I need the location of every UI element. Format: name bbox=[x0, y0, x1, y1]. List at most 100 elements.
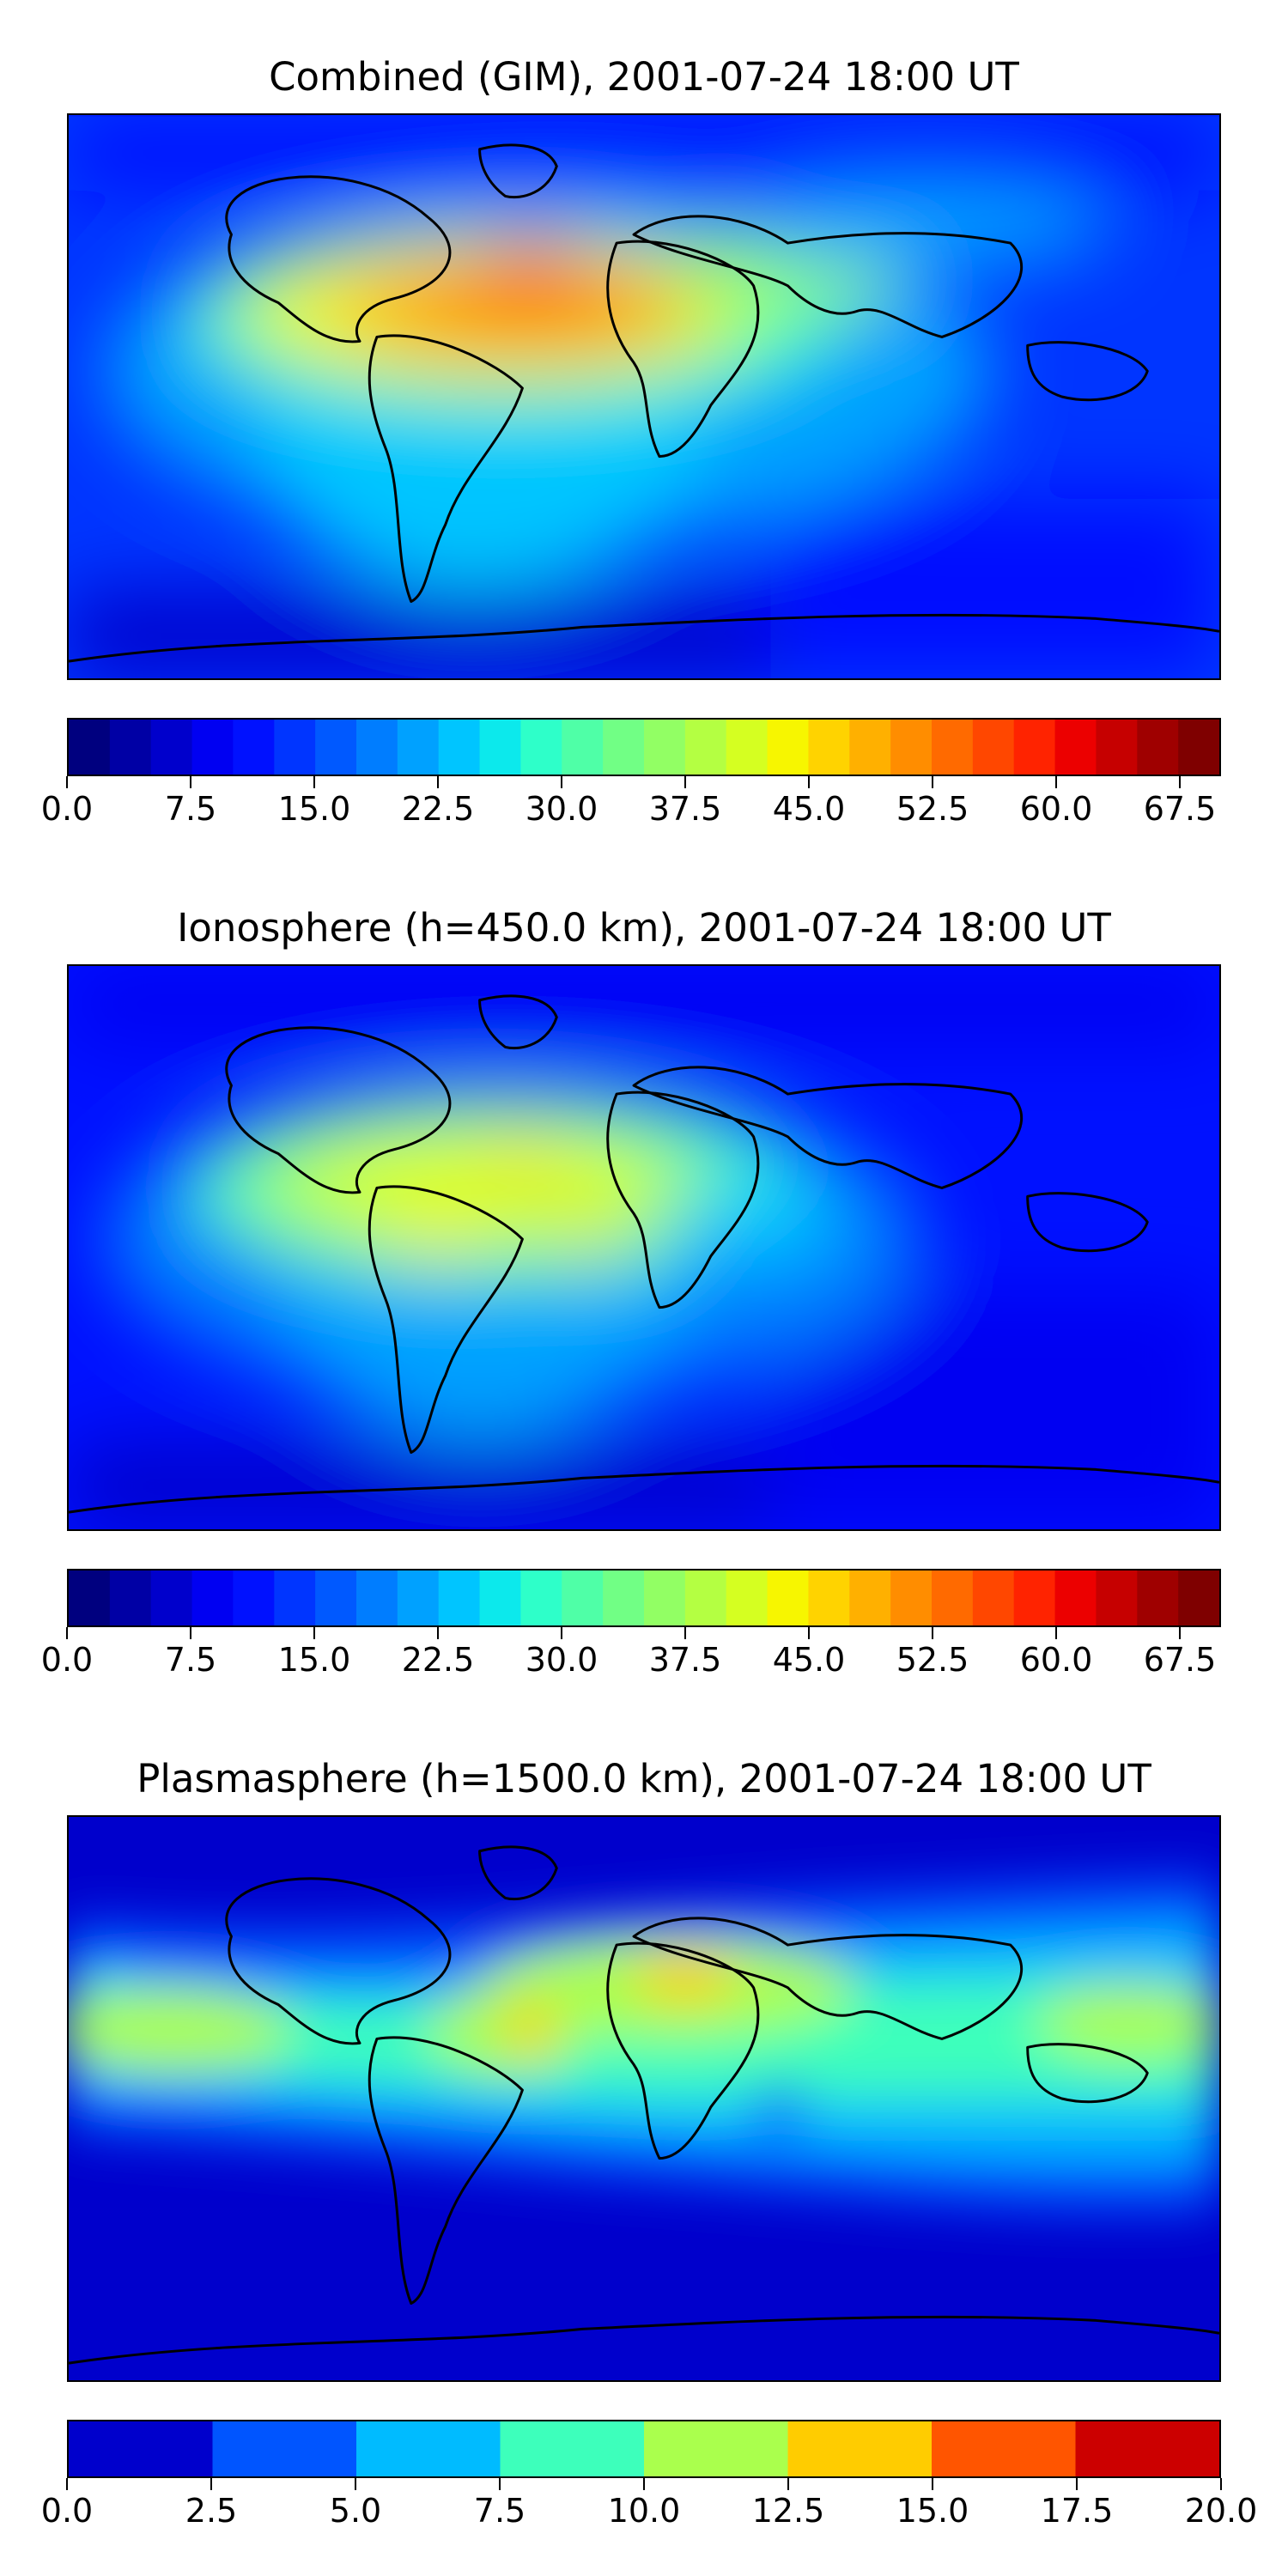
colorbar-tick-mark bbox=[190, 1627, 191, 1639]
colorbar-plasmasphere bbox=[67, 2420, 1221, 2478]
colorbar-tick-label: 0.0 bbox=[40, 1641, 94, 1679]
colorbar-swatch bbox=[1013, 1571, 1056, 1625]
colorbar-swatch bbox=[562, 720, 604, 775]
colorbar-swatch bbox=[315, 1571, 357, 1625]
colorbar-tick-label: 37.5 bbox=[648, 1641, 722, 1679]
colorbar-swatch bbox=[1178, 1571, 1219, 1625]
colorbar-tick-label: 37.5 bbox=[648, 790, 722, 828]
colorbar-tick-mark bbox=[932, 776, 933, 788]
colorbar-swatch bbox=[932, 1571, 974, 1625]
colorbar-ticks-ionosphere: 0.0 7.5 15.0 22.5 30.0 37.5 45.0 52.5 60.0 67.5 bbox=[41, 1627, 1221, 1679]
colorbar-tick-mark bbox=[808, 1627, 810, 1639]
colorbar-tick-label: 5.0 bbox=[329, 2492, 382, 2530]
colorbar-tick-label: 15.0 bbox=[277, 790, 351, 828]
colorbar-tick-mark bbox=[66, 2478, 68, 2490]
colorbar-swatch bbox=[397, 720, 440, 775]
colorbar-swatch bbox=[109, 1571, 152, 1625]
colorbar-swatch bbox=[726, 720, 769, 775]
colorbar-tick-mark bbox=[1179, 1627, 1181, 1639]
colorbar-swatch bbox=[479, 1571, 522, 1625]
colorbar-swatch bbox=[1075, 2421, 1219, 2476]
map-plasmasphere[interactable] bbox=[67, 1815, 1221, 2382]
colorbar-tick-mark bbox=[355, 2478, 356, 2490]
colorbar-swatch bbox=[315, 720, 357, 775]
colorbar-tick-mark bbox=[808, 776, 810, 788]
colorbar-tick-label: 2.5 bbox=[185, 2492, 238, 2530]
colorbar-swatch bbox=[684, 1571, 727, 1625]
colorbar-swatch bbox=[890, 1571, 933, 1625]
colorbar-swatch bbox=[1137, 720, 1179, 775]
colorbar-tick-mark bbox=[1179, 776, 1181, 788]
colorbar-swatch bbox=[233, 720, 275, 775]
colorbar-tick-label: 52.5 bbox=[896, 790, 969, 828]
colorbar-tick-mark bbox=[787, 2478, 789, 2490]
colorbar-swatch bbox=[644, 2421, 789, 2476]
colorbar-swatch bbox=[787, 2421, 933, 2476]
colorbar-tick-label: 60.0 bbox=[1019, 790, 1093, 828]
colorbar-tick-label: 15.0 bbox=[896, 2492, 969, 2530]
coastlines bbox=[69, 994, 1219, 1514]
colorbar-tick-mark bbox=[437, 1627, 439, 1639]
colorbar-tick-mark bbox=[643, 2478, 645, 2490]
map-ionosphere[interactable] bbox=[67, 964, 1221, 1531]
colorbar-swatch bbox=[69, 1571, 111, 1625]
colorbar-swatch bbox=[1054, 720, 1097, 775]
colorbar-tick-label: 15.0 bbox=[277, 1641, 351, 1679]
colorbar-swatch bbox=[233, 1571, 275, 1625]
colorbar-tick-label: 7.5 bbox=[164, 1641, 217, 1679]
colorbar-tick-mark bbox=[684, 776, 686, 788]
colorbar-swatch bbox=[438, 720, 481, 775]
colorbar-swatch bbox=[1013, 720, 1056, 775]
colorbar-tick-label: 67.5 bbox=[1143, 790, 1217, 828]
colorbar-swatch bbox=[808, 720, 850, 775]
colorbar-tick-mark bbox=[66, 776, 68, 788]
colorbar-swatch bbox=[644, 1571, 686, 1625]
colorbar-tick-mark bbox=[684, 1627, 686, 1639]
colorbar-tick-mark bbox=[313, 1627, 315, 1639]
colorbar-swatch bbox=[356, 1571, 398, 1625]
colorbar-swatch bbox=[150, 1571, 193, 1625]
map-combined[interactable] bbox=[67, 113, 1221, 680]
colorbar-swatch bbox=[274, 720, 316, 775]
colorbar-swatch bbox=[972, 1571, 1015, 1625]
colorbar-swatch bbox=[69, 2421, 214, 2476]
colorbar-tick-mark bbox=[1055, 776, 1057, 788]
panel-title-ionosphere: Ionosphere (h=450.0 km), 2001-07-24 18:0… bbox=[177, 905, 1111, 951]
colorbar-tick-label: 45.0 bbox=[772, 790, 846, 828]
colorbar-swatch bbox=[972, 720, 1015, 775]
panel-title-plasmasphere: Plasmasphere (h=1500.0 km), 2001-07-24 1… bbox=[137, 1756, 1151, 1801]
colorbar-swatch bbox=[932, 2421, 1077, 2476]
colorbar-tick-label: 22.5 bbox=[401, 790, 475, 828]
colorbar-tick-mark bbox=[561, 776, 562, 788]
colorbar-swatch bbox=[767, 720, 810, 775]
colorbar-tick-mark bbox=[313, 776, 315, 788]
colorbar-swatch bbox=[1096, 1571, 1138, 1625]
colorbar-swatch bbox=[356, 2421, 501, 2476]
colorbar-swatch bbox=[212, 2421, 357, 2476]
colorbar-swatch bbox=[500, 2421, 645, 2476]
colorbar-swatch bbox=[520, 1571, 562, 1625]
colorbar-combined bbox=[67, 718, 1221, 776]
colorbar-tick-mark bbox=[1220, 2478, 1222, 2490]
colorbar-tick-mark bbox=[437, 776, 439, 788]
colorbar-swatch bbox=[356, 720, 398, 775]
colorbar-tick-mark bbox=[66, 1627, 68, 1639]
panel-title-combined: Combined (GIM), 2001-07-24 18:00 UT bbox=[269, 54, 1019, 100]
colorbar-tick-mark bbox=[499, 2478, 501, 2490]
colorbar-swatch bbox=[438, 1571, 481, 1625]
colorbar-ionosphere bbox=[67, 1569, 1221, 1627]
coastlines bbox=[69, 1845, 1219, 2365]
colorbar-tick-label: 10.0 bbox=[607, 2492, 681, 2530]
coastlines bbox=[69, 143, 1219, 663]
colorbar-swatch bbox=[109, 720, 152, 775]
colorbar-swatch bbox=[69, 720, 111, 775]
colorbar-tick-mark bbox=[210, 2478, 212, 2490]
colorbar-tick-label: 52.5 bbox=[896, 1641, 969, 1679]
colorbar-tick-label: 7.5 bbox=[164, 790, 217, 828]
colorbar-tick-label: 12.5 bbox=[751, 2492, 825, 2530]
colorbar-tick-label: 22.5 bbox=[401, 1641, 475, 1679]
colorbar-tick-label: 17.5 bbox=[1040, 2492, 1114, 2530]
colorbar-swatch bbox=[684, 720, 727, 775]
colorbar-tick-mark bbox=[1055, 1627, 1057, 1639]
colorbar-tick-label: 0.0 bbox=[40, 2492, 94, 2530]
